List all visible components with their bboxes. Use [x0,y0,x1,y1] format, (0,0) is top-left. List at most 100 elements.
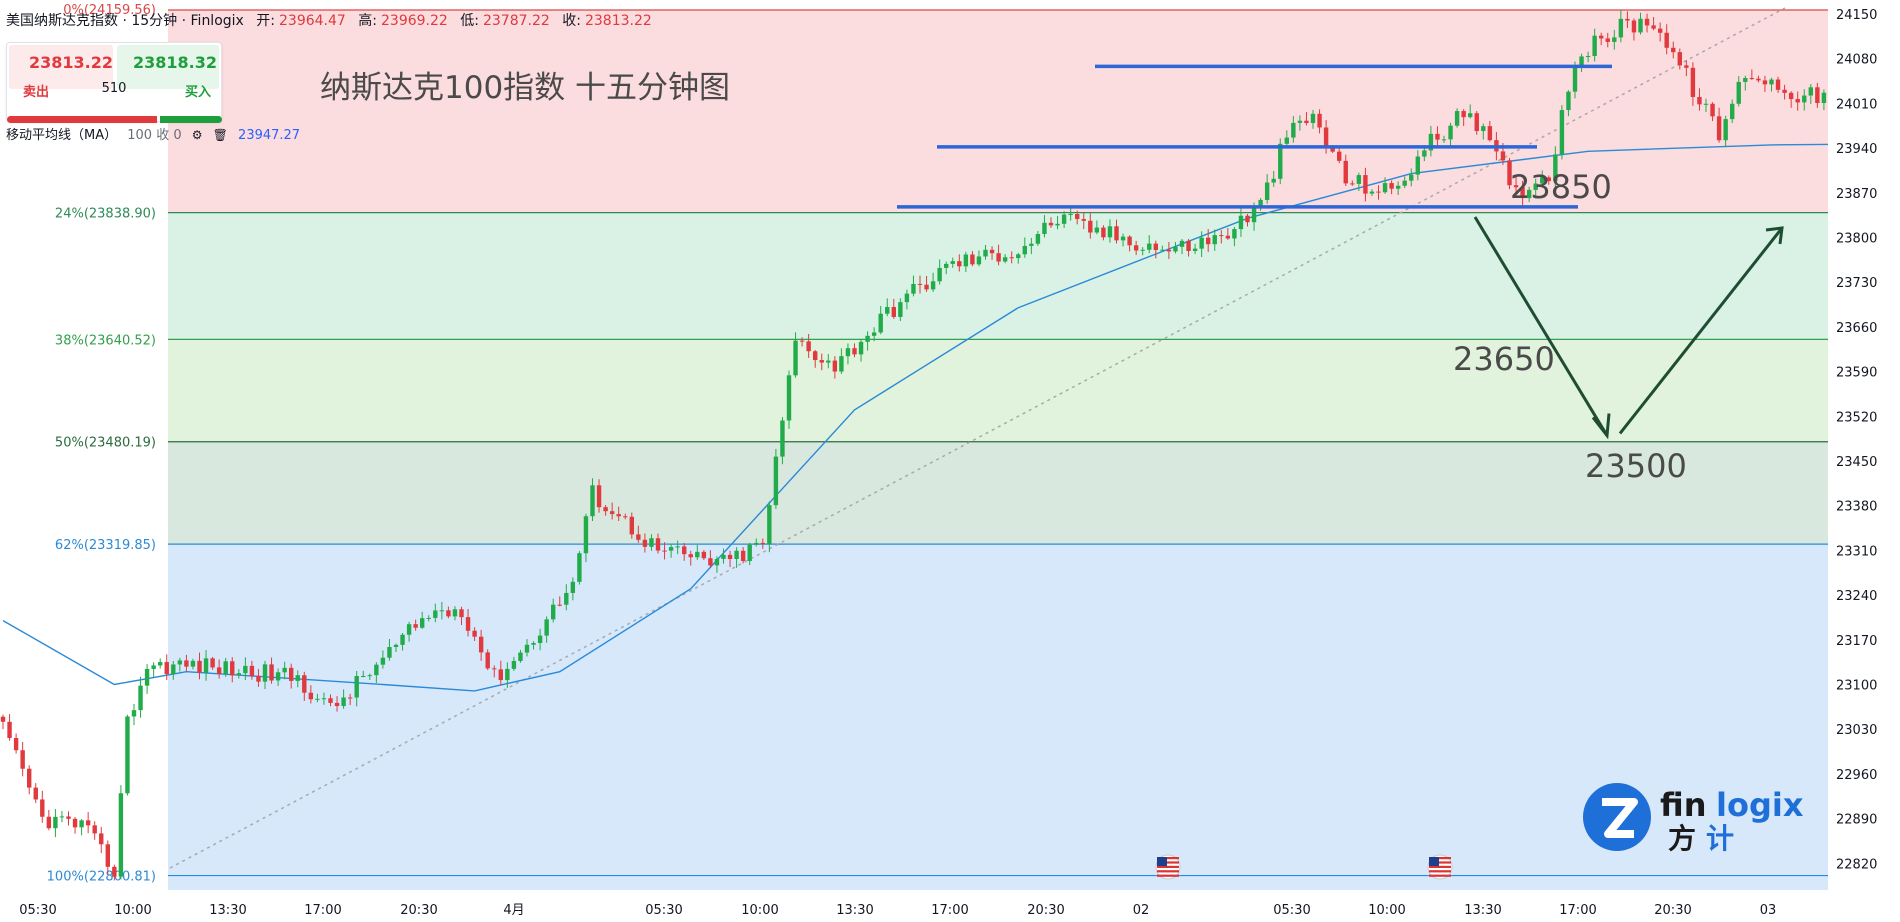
price-axis-bg [1828,0,1900,922]
candle-body [1657,28,1663,33]
candle-body [308,692,314,700]
candle-body [570,581,576,593]
price-annotation: 23500 [1585,447,1687,485]
time-tick: 13:30 [1464,903,1501,918]
low-value: 23787.22 [482,13,550,29]
finlogix-logo: fin logix 方 计 [1583,783,1804,852]
candle-body [158,662,163,666]
candle-body [92,825,97,834]
candle-body [1507,160,1512,186]
candle-body [420,618,425,628]
open-label: 开: [256,13,276,29]
candle-body [904,293,910,303]
candle-body [1415,156,1420,175]
candle-body [865,335,870,342]
candle-body [112,866,117,877]
candle-body [1317,113,1322,128]
candle-body [1009,257,1014,259]
candle-body [1258,199,1263,208]
candle-body [361,675,366,677]
svg-text:logix: logix [1716,786,1804,824]
candle-body [374,664,379,676]
candle-body [492,668,497,670]
candle-body [1245,215,1250,223]
candle-body [1579,56,1584,68]
sell-button[interactable]: 23813.22 [9,45,113,89]
svg-text:fin: fin [1660,786,1707,824]
candle-body [0,716,6,722]
candle-body [164,662,169,675]
candle-body [1802,95,1807,103]
projection-arrows[interactable] [1473,216,1784,440]
sell-label[interactable]: 卖出 [23,85,50,100]
candle-body [387,646,392,658]
us-flag-icon[interactable] [1427,854,1453,880]
candle-body [452,609,458,617]
candle-body [852,348,857,355]
time-axis[interactable]: 05:30 10:00 13:30 17:00 20:30 4月 05:30 10:00 13:… [0,893,1900,922]
candle-body [786,375,792,421]
candle-body [577,553,582,582]
candle-body [1206,237,1211,245]
up-arrow[interactable] [1618,227,1784,435]
time-tick: 03 [1760,903,1777,918]
candle-body [236,673,241,676]
candle-body [970,254,975,265]
candle-body [210,658,215,668]
candle-body [1559,110,1565,155]
candle-body [1599,35,1604,39]
down-arrow[interactable] [1473,216,1609,437]
candle-body [616,514,621,517]
time-tick: 17:00 [1559,903,1596,918]
settings-icon[interactable]: ⚙ [191,128,203,142]
candle-body [754,542,759,545]
candle-body [1310,113,1316,124]
candle-body [845,348,851,357]
candle-body [564,592,569,605]
candle-body [839,356,844,372]
price-tick: 23030 [1836,723,1877,738]
candle-body [1297,120,1303,123]
candle-body [1540,177,1545,184]
candle-body [1395,185,1401,189]
candle-body [1526,189,1532,199]
price-tick: 22820 [1836,857,1877,872]
candle-body [151,665,156,669]
candle-body [46,816,52,829]
candle-body [177,660,183,665]
buy-button[interactable]: 23818.32 [117,45,219,89]
candle-body [243,665,248,674]
us-flag-icon[interactable] [1155,854,1181,880]
candle-body [1330,146,1335,152]
candle-body [806,341,811,352]
candle-body [688,554,693,558]
time-tick: 17:00 [931,903,968,918]
buy-label[interactable]: 买入 [184,85,211,100]
candle-body [478,636,484,653]
candle-body [944,263,949,268]
candle-body [472,630,477,637]
candle-body [957,261,962,267]
candle-body [413,624,418,628]
candle-body [819,360,824,363]
candle-body [557,604,562,606]
candle-body [1343,160,1348,184]
price-tick: 23170 [1836,634,1877,649]
candle-body [1468,113,1473,118]
event-flags[interactable] [1155,854,1453,880]
candle-body [767,505,772,544]
candle-body [315,698,320,700]
trash-icon[interactable]: 🗑 [212,128,228,142]
candle-body [937,267,942,282]
quantity-input[interactable]: 510 [101,81,127,96]
candle-body [596,485,602,508]
ma-legend[interactable]: 移动平均线（MA） 100 收 0 ⚙ 🗑 23947.27 [6,124,300,143]
price-axis[interactable]: 24150 24080 24010 23940 23870 23800 23730 23660… [1828,0,1900,922]
candle-body [295,675,300,681]
candle-body [1605,38,1610,42]
candle-body [1566,91,1571,111]
candle-body [1199,237,1204,249]
support-resistance-lines[interactable] [897,64,1612,209]
price-tick: 23310 [1836,544,1877,559]
